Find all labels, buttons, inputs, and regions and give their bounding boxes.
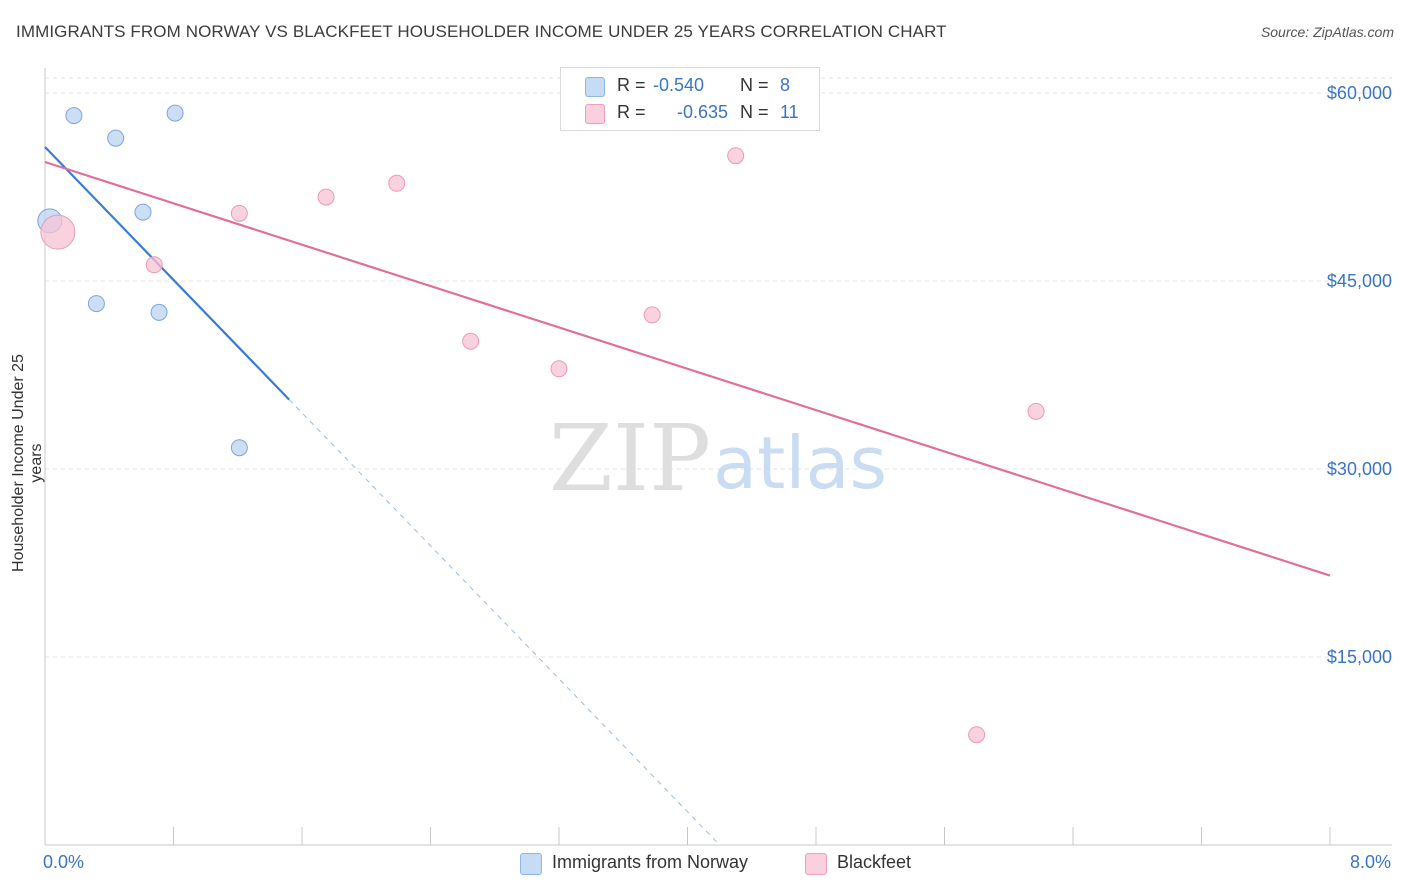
legend-n-label: N = bbox=[740, 75, 769, 95]
y-tick-label: $15,000 bbox=[1327, 647, 1392, 667]
blackfeet-point bbox=[1027, 402, 1045, 420]
norway-point bbox=[230, 439, 248, 457]
watermark-atlas: atlas bbox=[713, 421, 887, 505]
source-label: Source: ZipAtlas.com bbox=[1260, 24, 1394, 40]
x-max-label: 8.0% bbox=[1350, 852, 1392, 872]
norway-legend-swatch bbox=[520, 853, 542, 875]
norway-swatch bbox=[585, 77, 605, 97]
legend-r-value: -0.540 bbox=[653, 75, 705, 95]
gridlines bbox=[45, 77, 1392, 658]
legend-n-label: N = bbox=[740, 102, 769, 122]
norway-legend-label: Immigrants from Norway bbox=[552, 852, 749, 872]
blackfeet-point bbox=[462, 332, 480, 350]
chart-title: IMMIGRANTS FROM NORWAY VS BLACKFEET HOUS… bbox=[16, 22, 947, 41]
blackfeet-point bbox=[727, 147, 745, 165]
y-tick-label: $60,000 bbox=[1327, 83, 1392, 103]
y-axis-label: Householder Income Under 25 years bbox=[10, 354, 45, 572]
norway-point bbox=[65, 107, 83, 125]
legend-r-label: R = bbox=[617, 102, 646, 122]
blackfeet-legend-swatch bbox=[805, 853, 827, 875]
blackfeet-point bbox=[230, 204, 248, 222]
norway-point bbox=[134, 203, 152, 221]
blackfeet-point bbox=[550, 360, 568, 378]
watermark-zip: ZIP bbox=[549, 405, 711, 512]
legend-n-value: 11 bbox=[780, 102, 799, 122]
blackfeet-point bbox=[643, 306, 661, 324]
x-min-label: 0.0% bbox=[43, 852, 85, 872]
scatter-points bbox=[37, 104, 1045, 744]
norway-point bbox=[166, 104, 184, 122]
norway-trend-line bbox=[44, 146, 290, 401]
blackfeet-point bbox=[317, 188, 335, 206]
watermark: ZIP atlas bbox=[549, 405, 887, 512]
trend-lines bbox=[44, 146, 1331, 846]
blackfeet-point bbox=[388, 174, 406, 192]
legend-n-value: 8 bbox=[780, 75, 791, 95]
norway-trend-extension bbox=[288, 399, 720, 846]
blackfeet-trend-line bbox=[44, 160, 1331, 577]
y-tick-label: $45,000 bbox=[1327, 271, 1392, 291]
norway-point bbox=[107, 129, 125, 147]
correlation-legend: R = -0.540 N = 8 R = -0.635 N = 11 bbox=[560, 67, 820, 131]
legend-r-label: R = bbox=[617, 75, 646, 95]
blackfeet-point bbox=[40, 214, 76, 250]
blackfeet-point bbox=[968, 726, 986, 744]
blackfeet-legend-label: Blackfeet bbox=[837, 852, 912, 872]
norway-point bbox=[150, 303, 168, 321]
blackfeet-point bbox=[145, 256, 163, 274]
legend-r-value: -0.635 bbox=[677, 102, 729, 122]
blackfeet-swatch bbox=[585, 104, 605, 124]
y-tick-label: $30,000 bbox=[1327, 459, 1392, 479]
norway-point bbox=[87, 295, 105, 313]
axes bbox=[44, 68, 1392, 846]
y-tick-labels: $15,000 $30,000 $45,000 $60,000 bbox=[1327, 83, 1392, 667]
